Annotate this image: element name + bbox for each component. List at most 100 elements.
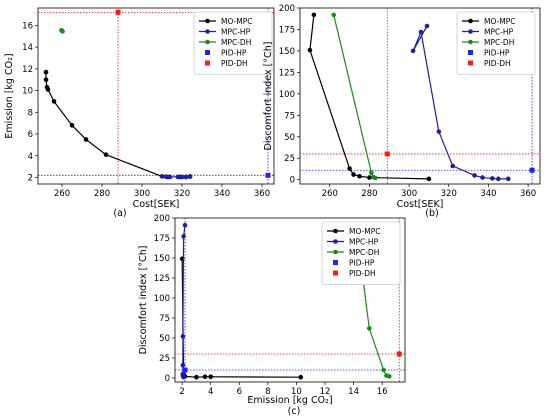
- panel-caption: (c): [288, 406, 301, 417]
- y-tick-label: 10: [22, 87, 33, 97]
- data-point-pid-dh: [384, 151, 390, 157]
- legend-marker-pid-dh: [333, 270, 338, 276]
- data-point-mpc-dh: [373, 175, 378, 181]
- legend-label-mo-mpc: MO-MPC: [349, 227, 381, 236]
- data-point-mpc-hp: [181, 234, 186, 239]
- data-point-mo-mpc: [298, 374, 304, 380]
- x-tick-label: 280: [94, 189, 110, 199]
- y-tick-label: 150: [154, 254, 170, 264]
- x-axis-label: Cost[SEK]: [133, 199, 180, 210]
- data-point-mo-mpc: [311, 12, 317, 18]
- data-point-mpc-dh: [381, 367, 386, 373]
- series-line-mpc-hp: [412, 25, 509, 180]
- x-tick-label: 260: [322, 189, 338, 199]
- data-point-mpc-hp: [182, 222, 188, 228]
- y-tick-label: 175: [154, 234, 170, 244]
- panel-b: 260 280 300 320 340 360 0 25 50 75 100 125 150 175 200…: [263, 4, 541, 219]
- data-point-mpc-hp: [187, 174, 193, 180]
- x-tick-label: 16: [377, 387, 388, 397]
- data-point-mo-mpc: [51, 99, 57, 104]
- plot-frame: [299, 7, 541, 185]
- data-point-mpc-dh: [60, 29, 65, 34]
- y-axis-label: Emission [kg CO₂]: [4, 53, 15, 138]
- legend-label-mpc-hp: MPC-HP: [484, 27, 514, 36]
- y-tick-label: 6: [28, 130, 33, 140]
- tick-marks: 2 4 6 8 10 12 14 16 0 25 50 75 100 125 150 175 200: [154, 214, 388, 397]
- data-point-mpc-hp: [180, 362, 186, 368]
- data-point-mo-mpc: [208, 374, 214, 380]
- y-axis-label: Discomfort index [°Ch]: [138, 246, 149, 355]
- data-point-mpc-hp: [179, 174, 185, 180]
- data-point-mpc-hp: [410, 48, 416, 54]
- data-point-mpc-hp: [490, 176, 495, 181]
- plot-frame: [37, 7, 275, 185]
- data-point-mo-mpc: [426, 176, 432, 182]
- data-point-mpc-hp: [436, 129, 442, 134]
- legend-marker-pid-hp: [333, 260, 338, 265]
- y-tick-label: 100: [279, 90, 295, 100]
- legend-marker-mo-mpc: [333, 228, 338, 234]
- legend-marker-mpc-dh: [468, 39, 473, 45]
- legend-marker-pid-dh: [205, 60, 210, 66]
- data-point-mpc-hp: [180, 334, 186, 339]
- legend-label-pid-dh: PID-DH: [221, 59, 248, 68]
- y-axis-label: Discomfort index [°Ch]: [263, 42, 274, 151]
- x-tick-label: 2: [179, 387, 184, 397]
- y-tick-label: 0: [290, 176, 295, 186]
- data-point-mpc-hp: [175, 174, 181, 180]
- data-point-mo-mpc: [357, 173, 362, 179]
- x-tick-label: 320: [174, 189, 190, 199]
- legend-label-mpc-hp: MPC-HP: [349, 237, 379, 246]
- legend-marker-mpc-dh: [205, 39, 210, 45]
- x-tick-label: 300: [134, 189, 150, 199]
- legend-marker-pid-hp: [205, 50, 210, 55]
- data-point-pid-dh: [115, 9, 121, 15]
- legend-box: [321, 221, 401, 285]
- y-tick-label: 200: [279, 4, 295, 14]
- x-axis-label: Cost[SEK]: [397, 199, 444, 210]
- y-tick-label: 25: [284, 154, 295, 164]
- data-point-mpc-hp: [496, 176, 501, 182]
- data-point-pid-hp: [265, 172, 271, 178]
- panel-caption: (a): [113, 208, 126, 219]
- tick-marks: 260 280 300 320 340 360 2 4 6 8 10 12 14 16: [22, 21, 270, 199]
- series-line-mpc-dh: [361, 272, 390, 377]
- data-point-mpc-hp: [183, 174, 189, 180]
- x-tick-label: 360: [254, 189, 270, 199]
- legend-marker-pid-hp: [468, 50, 473, 55]
- data-point-mpc-hp: [163, 174, 169, 180]
- data-point-mo-mpc: [351, 172, 356, 177]
- data-point-mpc-hp: [418, 29, 424, 35]
- legend-marker-mo-mpc: [205, 18, 210, 24]
- data-point-mo-mpc: [103, 152, 109, 157]
- data-point-mo-mpc: [194, 374, 199, 380]
- legend-label-mo-mpc: MO-MPC: [221, 17, 253, 26]
- data-point-mo-mpc: [347, 166, 352, 171]
- data-series: [43, 9, 271, 180]
- data-series: [179, 222, 402, 380]
- data-point-pid-hp: [182, 367, 188, 373]
- data-point-mpc-dh: [331, 12, 337, 18]
- y-tick-label: 0: [165, 374, 170, 384]
- legend-marker-mpc-hp: [468, 29, 473, 34]
- legend-label-pid-hp: PID-HP: [221, 48, 247, 57]
- data-point-mo-mpc: [43, 69, 49, 75]
- data-point-mo-mpc: [83, 137, 89, 142]
- y-tick-label: 14: [22, 43, 33, 53]
- data-point-pid-dh: [396, 351, 402, 357]
- plot-frame: [174, 217, 406, 383]
- y-tick-label: 100: [154, 294, 170, 304]
- panel-a: 260 280 300 320 340 360 2 4 6 8 10 12 14 16 Cost[SEK]…: [4, 7, 275, 219]
- y-tick-label: 75: [284, 111, 295, 121]
- series-line-mo-mpc: [181, 258, 301, 378]
- y-tick-label: 125: [154, 274, 170, 284]
- y-tick-label: 16: [22, 21, 33, 31]
- data-point-mo-mpc: [69, 123, 75, 128]
- legend-label-pid-dh: PID-DH: [484, 59, 511, 68]
- data-point-mo-mpc: [307, 47, 313, 53]
- y-tick-label: 175: [279, 25, 295, 35]
- legend-box: [193, 11, 273, 75]
